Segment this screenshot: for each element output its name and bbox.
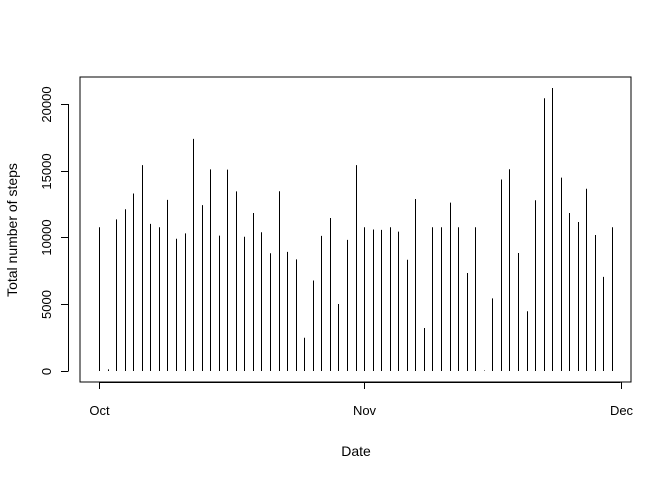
x-tick-label-oct: Oct	[89, 403, 110, 418]
x-axis-label: Date	[341, 443, 371, 459]
x-tick-label-dec: Dec	[610, 403, 634, 418]
x-tick-label-nov: Nov	[353, 403, 377, 418]
y-tick-label-5000: 5000	[39, 290, 54, 319]
y-tick-label-15000: 15000	[39, 153, 54, 189]
y-axis: 0 5000 10000 15000 20000	[39, 86, 69, 375]
plot-frame	[79, 76, 632, 383]
y-axis-label: Total number of steps	[4, 163, 20, 297]
y-tick-label-0: 0	[39, 368, 54, 375]
bars-group	[99, 88, 613, 371]
y-tick-label-20000: 20000	[39, 86, 54, 122]
x-axis: Oct Nov Dec	[89, 382, 634, 418]
y-tick-label-10000: 10000	[39, 219, 54, 255]
